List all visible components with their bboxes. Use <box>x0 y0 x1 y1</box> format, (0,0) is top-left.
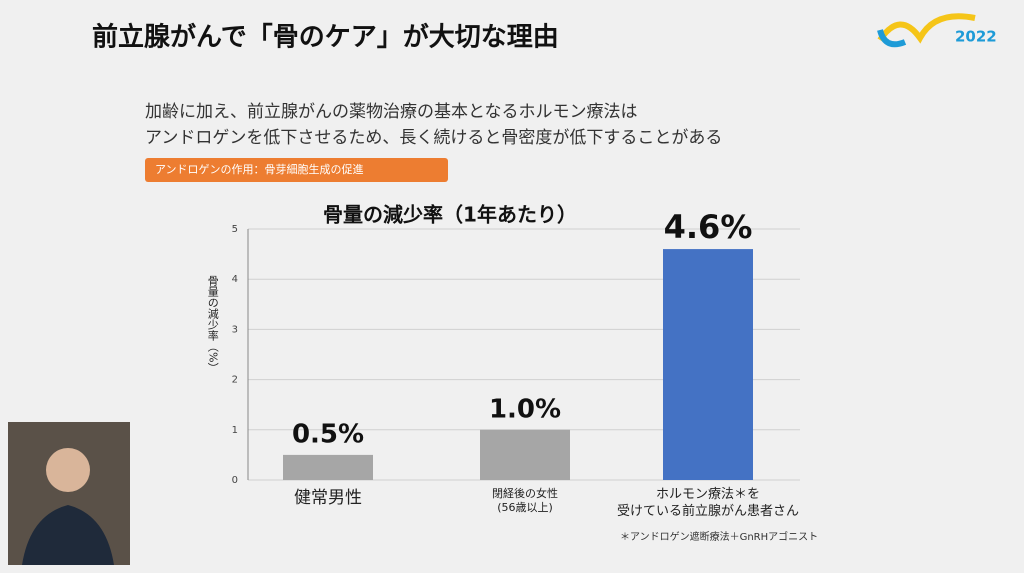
y-tick-label: 2 <box>232 375 238 386</box>
slide-text: アンドロゲンを低下させるため、長く続けると骨密度が低下することがある <box>145 128 722 148</box>
logo-text: 2022 <box>955 28 997 46</box>
video-person <box>22 505 114 565</box>
y-tick-label: 5 <box>232 224 238 235</box>
value-label: 4.6% <box>664 208 753 246</box>
tag-box <box>145 158 448 182</box>
bar <box>283 454 373 480</box>
y-tick-label: 1 <box>232 425 238 436</box>
y-tick-label: 3 <box>232 324 238 335</box>
value-label: 1.0% <box>489 394 561 424</box>
value-label: 0.5% <box>292 419 364 449</box>
footnote: ＊アンドロゲン遮断療法＋GnRHアゴニスト <box>620 530 818 543</box>
bar <box>480 429 570 480</box>
bar <box>663 249 753 480</box>
x-tick-label: ホルモン療法＊を 受けている前立腺がん患者さん <box>616 487 800 519</box>
x-tick-label: 健常男性 <box>294 488 362 508</box>
x-tick-label: 閉経後の女性 (56歳以上) <box>492 487 558 515</box>
chart-title: 骨量の減少率（1年あたり） <box>323 203 577 227</box>
logo-mark <box>877 13 976 44</box>
slide-text: 加齢に加え、前立腺がんの薬物治療の基本となるホルモン療法は <box>145 102 638 122</box>
slide-title: 前立腺がんで「骨のケア」が大切な理由 <box>92 22 559 53</box>
tag-text: アンドロゲンの作用：骨芽細胞生成の促進 <box>155 162 364 176</box>
video-person <box>46 448 90 492</box>
y-tick-label: 0 <box>232 475 238 486</box>
logo-mark <box>877 29 907 48</box>
y-tick-label: 4 <box>232 274 238 285</box>
y-axis-label: 骨量の減少率（%） <box>206 275 220 374</box>
